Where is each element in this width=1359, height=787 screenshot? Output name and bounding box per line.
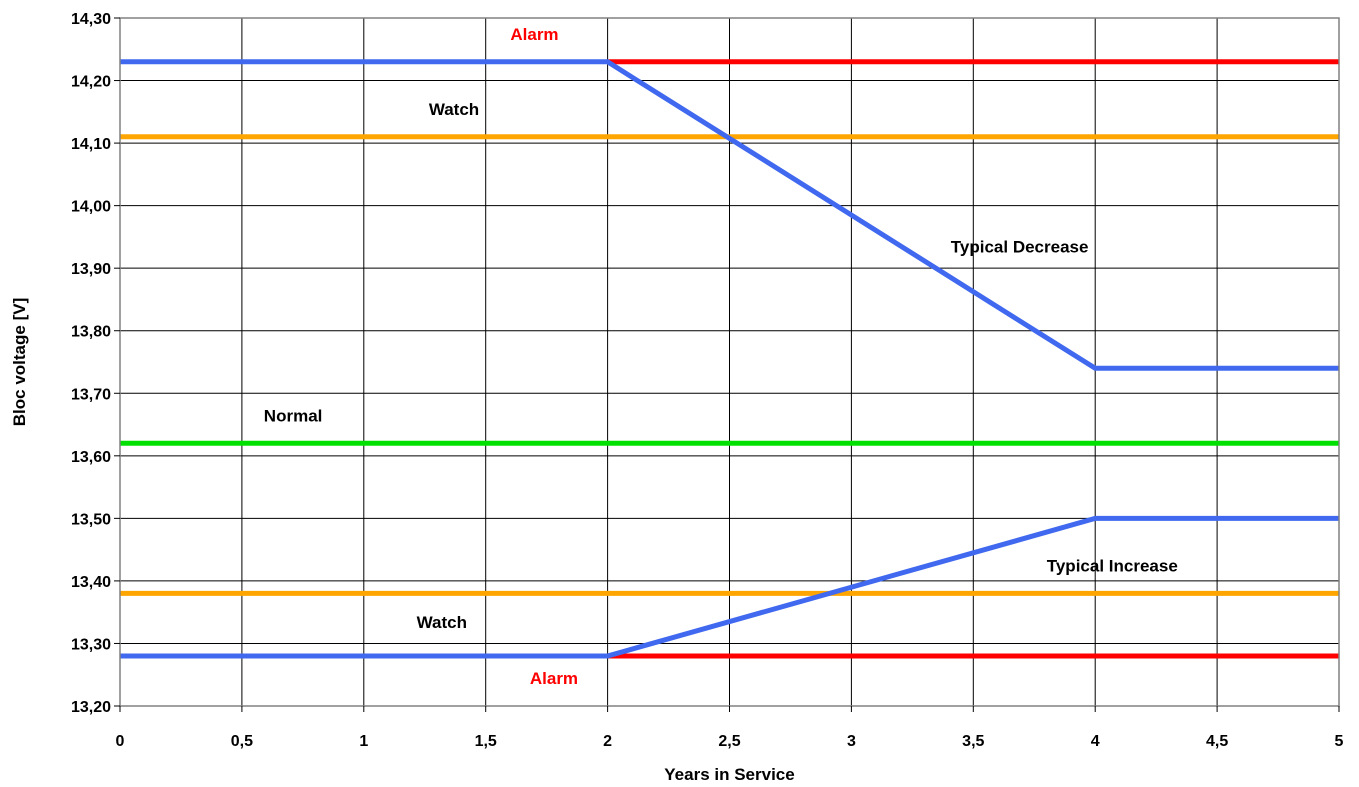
- y-tick-label: 14,00: [71, 199, 111, 216]
- x-tick-label: 4,5: [1206, 733, 1228, 750]
- x-axis-ticks: 0 0,5 1 1,5 2 2,5 3 3,5 4 4,5 5: [116, 706, 1344, 750]
- series-line: [120, 515, 1339, 659]
- annotation-label: Typical Increase: [1047, 557, 1178, 576]
- y-tick-label: 13,40: [71, 574, 111, 591]
- y-tick-label: 14,20: [71, 74, 111, 91]
- annotation-label: Alarm: [510, 25, 558, 44]
- y-tick-label: 13,70: [71, 386, 111, 403]
- series-layer: [120, 59, 1339, 659]
- y-tick-label: 13,20: [71, 699, 111, 716]
- annotations: Alarm Watch Typical Decrease Normal Typical …: [264, 25, 1178, 688]
- annotation-label: Normal: [264, 406, 323, 425]
- x-axis-title: Years in Service: [664, 765, 794, 784]
- y-axis-ticks: 13,20 13,30 13,40 13,50 13,60 13,70 13,80 13,90…: [71, 11, 120, 716]
- x-tick-label: 2,5: [718, 733, 740, 750]
- y-tick-label: 14,10: [71, 136, 111, 153]
- x-tick-label: 2: [603, 733, 612, 750]
- x-tick-label: 5: [1335, 733, 1344, 750]
- x-tick-label: 0: [116, 733, 125, 750]
- x-tick-label: 0,5: [231, 733, 253, 750]
- y-tick-label: 13,30: [71, 636, 111, 653]
- annotation-label: Typical Decrease: [951, 238, 1089, 257]
- y-tick-label: 13,80: [71, 324, 111, 341]
- annotation-label: Watch: [429, 100, 479, 119]
- x-tick-label: 3: [847, 733, 856, 750]
- x-tick-label: 1,5: [475, 733, 497, 750]
- annotation-label: Watch: [417, 613, 467, 632]
- y-tick-label: 13,90: [71, 261, 111, 278]
- y-axis-title: Bloc voltage [V]: [10, 298, 29, 426]
- y-tick-label: 13,50: [71, 511, 111, 528]
- x-tick-label: 3,5: [962, 733, 984, 750]
- annotation-label: Alarm: [530, 669, 578, 688]
- series-line: [120, 59, 1339, 371]
- y-tick-label: 14,30: [71, 11, 111, 28]
- x-tick-label: 4: [1091, 733, 1100, 750]
- gridlines: [119, 17, 1340, 707]
- y-tick-label: 13,60: [71, 449, 111, 466]
- x-tick-label: 1: [359, 733, 368, 750]
